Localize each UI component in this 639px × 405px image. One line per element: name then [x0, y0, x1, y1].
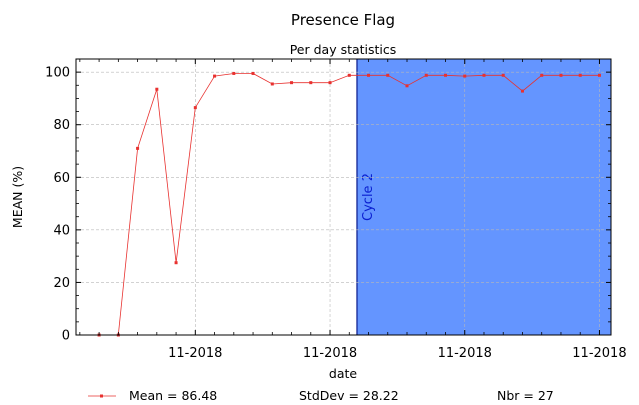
y-tick-label: 40: [53, 223, 70, 238]
data-point: [520, 89, 524, 93]
y-axis-label: MEAN (%): [10, 166, 25, 228]
data-point: [482, 73, 486, 77]
data-point: [213, 74, 217, 78]
y-tick-label: 100: [45, 66, 70, 81]
x-tick-label: 11-2018: [168, 346, 222, 361]
data-point: [155, 87, 159, 91]
data-point: [578, 73, 582, 77]
data-point: [347, 73, 351, 77]
y-tick-label: 20: [53, 276, 70, 291]
x-tick-label: 11-2018: [438, 346, 492, 361]
data-point: [232, 71, 236, 75]
data-point: [424, 73, 428, 77]
data-point: [501, 73, 505, 77]
chart-title: Presence Flag: [291, 11, 395, 29]
data-point: [405, 84, 409, 88]
series-layer: [97, 71, 601, 337]
data-point: [309, 81, 313, 85]
data-point: [443, 73, 447, 77]
data-point: [386, 73, 390, 77]
y-axis: 0 20 40 60 80 100: [45, 58, 611, 344]
data-point: [193, 106, 197, 110]
chart-subtitle: Per day statistics: [290, 42, 397, 57]
y-tick-label: 60: [53, 171, 70, 186]
y-tick-label: 80: [53, 118, 70, 133]
y-tick-label: 0: [62, 329, 70, 344]
legend-nbr: Nbr = 27: [497, 388, 554, 403]
data-point: [463, 74, 467, 78]
x-axis: 11-2018 11-2018 11-2018 11-2018: [79, 59, 627, 361]
data-point: [328, 81, 332, 85]
x-axis-label: date: [329, 366, 357, 381]
plot-frame: [75, 58, 612, 336]
data-point: [540, 73, 544, 77]
shaded-region-0: [356, 59, 611, 335]
legend-mean: Mean = 86.48: [129, 388, 217, 403]
data-point: [290, 81, 294, 85]
grid: [76, 59, 611, 335]
shaded-regions: Cycle 2: [356, 59, 611, 335]
data-point: [559, 73, 563, 77]
data-point: [251, 71, 255, 75]
data-point: [367, 73, 371, 77]
legend: Mean = 86.48 StdDev = 28.22 Nbr = 27: [88, 388, 554, 403]
legend-stddev: StdDev = 28.22: [299, 388, 399, 403]
data-point: [136, 146, 140, 150]
x-tick-label: 11-2018: [572, 346, 626, 361]
data-point: [174, 261, 178, 265]
data-point: [270, 82, 274, 86]
legend-marker: [100, 394, 103, 398]
x-tick-label: 11-2018: [303, 346, 357, 361]
shaded-region-label-0: Cycle 2: [361, 173, 376, 221]
data-point: [597, 73, 601, 77]
